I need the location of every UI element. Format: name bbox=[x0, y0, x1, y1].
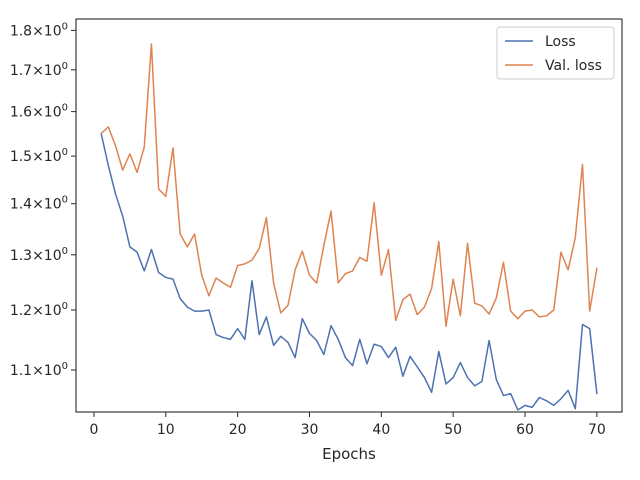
series-line-loss bbox=[100, 132, 598, 411]
legend-label-loss: Loss bbox=[545, 34, 576, 50]
series-line-val-loss bbox=[100, 43, 598, 328]
y-tick-label: 1.7×100 bbox=[10, 61, 68, 79]
legend-box bbox=[496, 26, 615, 80]
x-tick-label: 40 bbox=[372, 422, 390, 438]
y-tick-label: 1.8×100 bbox=[10, 21, 68, 39]
x-tick-label: 0 bbox=[89, 422, 98, 438]
axes-frame bbox=[75, 18, 623, 413]
legend-label-val-loss: Val. loss bbox=[545, 58, 602, 74]
y-axis-ticks: 1.1×100 1.2×100 1.3×100 1.4×100 1.5×100 1.6×1… bbox=[10, 21, 76, 379]
y-tick-label: 1.5×100 bbox=[10, 147, 68, 165]
x-axis-label: Epochs bbox=[322, 445, 376, 463]
series-layer bbox=[100, 43, 598, 411]
x-tick-label: 50 bbox=[444, 422, 462, 438]
y-tick-label: 1.4×100 bbox=[10, 195, 68, 213]
y-tick-label: 1.2×100 bbox=[10, 301, 68, 319]
x-tick-label: 60 bbox=[516, 422, 534, 438]
x-tick-label: 30 bbox=[301, 422, 319, 438]
x-axis-ticks: 0 10 20 30 40 50 60 70 bbox=[89, 412, 606, 438]
x-tick-label: 10 bbox=[157, 422, 175, 438]
legend: Loss Val. loss bbox=[496, 26, 615, 80]
x-tick-label: 20 bbox=[229, 422, 247, 438]
x-tick-label: 70 bbox=[588, 422, 606, 438]
y-tick-label: 1.1×100 bbox=[10, 361, 68, 379]
y-tick-label: 1.3×100 bbox=[10, 246, 68, 264]
y-tick-label: 1.6×100 bbox=[10, 103, 68, 121]
